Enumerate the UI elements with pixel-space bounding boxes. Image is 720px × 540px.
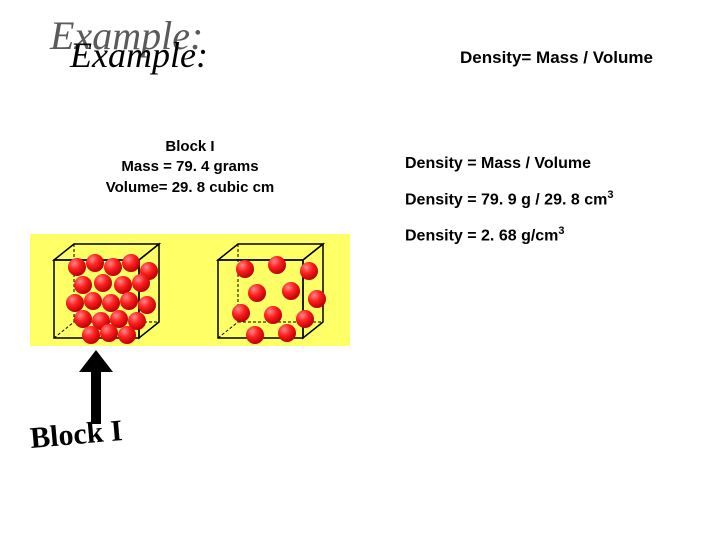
particle-icon (248, 284, 266, 302)
particle-icon (246, 326, 264, 344)
particle-icon (132, 274, 150, 292)
block-info-line1: Block I (85, 137, 295, 157)
particle-icon (296, 310, 314, 328)
particle-icon (268, 256, 286, 274)
cube-sparse (208, 240, 333, 340)
calculation-lines: Density = Mass / Volume Density = 79. 9 … (405, 155, 613, 262)
particle-icon (236, 260, 254, 278)
particle-icon (104, 258, 122, 276)
particle-icon (122, 254, 140, 272)
calc-line2: Density = 79. 9 g / 29. 8 cm3 (405, 189, 613, 209)
particle-icon (68, 258, 86, 276)
cube-dense (44, 240, 169, 340)
particle-icon (300, 262, 318, 280)
title-main: Example: (70, 34, 208, 76)
particle-icon (308, 290, 326, 308)
calc-line3: Density = 2. 68 g/cm3 (405, 225, 613, 245)
particle-icon (86, 254, 104, 272)
block-info-line3: Volume= 29. 8 cubic cm (85, 178, 295, 198)
particle-icon (138, 296, 156, 314)
block-label: Block I (29, 414, 124, 456)
particle-icon (82, 326, 100, 344)
particle-icon (84, 292, 102, 310)
calc-line1: Density = Mass / Volume (405, 155, 613, 173)
particle-icon (120, 292, 138, 310)
particle-icon (232, 304, 250, 322)
arrow-up-icon (76, 350, 116, 424)
block-info: Block I Mass = 79. 4 grams Volume= 29. 8… (85, 137, 295, 198)
particle-icon (278, 324, 296, 342)
particle-icon (74, 276, 92, 294)
density-formula: Density= Mass / Volume (460, 48, 653, 68)
block-info-line2: Mass = 79. 4 grams (85, 157, 295, 177)
particle-icon (282, 282, 300, 300)
particle-icon (264, 306, 282, 324)
particle-icon (118, 326, 136, 344)
particle-icon (94, 274, 112, 292)
particle-icon (100, 324, 118, 342)
density-diagram (30, 234, 350, 346)
